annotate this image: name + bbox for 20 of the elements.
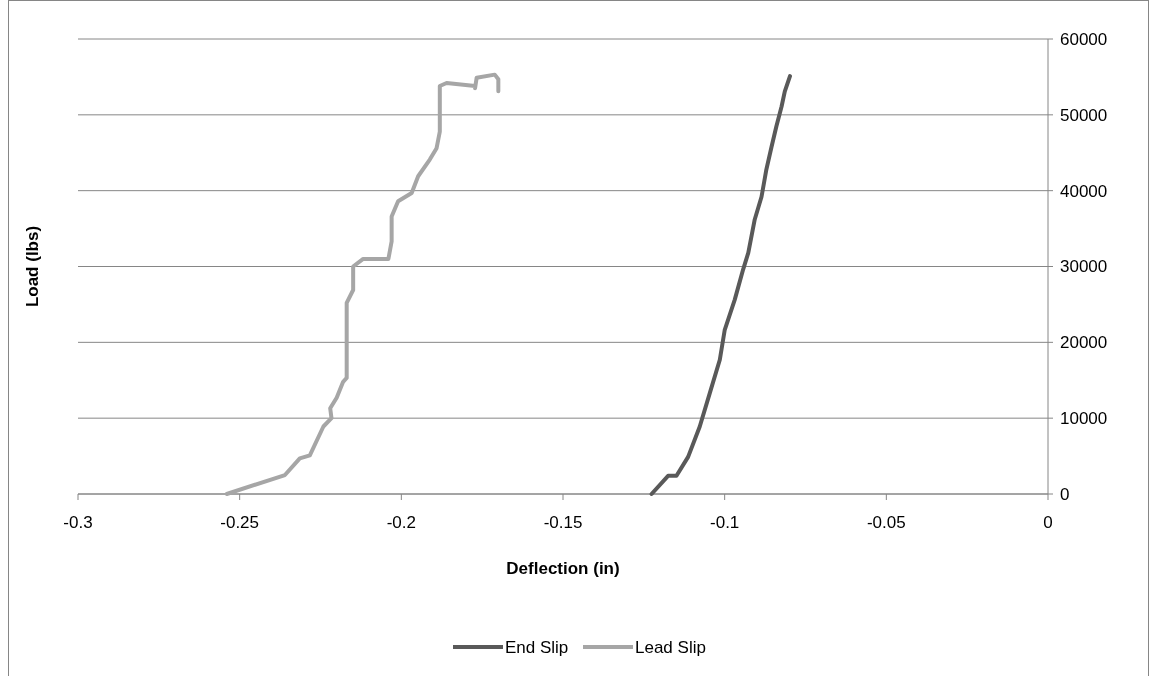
y-axis-title: Load (lbs) xyxy=(23,225,42,308)
legend-label: End Slip xyxy=(505,637,569,657)
x-tick-label: -0.15 xyxy=(543,513,583,532)
x-tick-label: -0.2 xyxy=(386,513,416,532)
y-tick-label: 0 xyxy=(1060,484,1070,504)
y-tick-label: 20000 xyxy=(1060,333,1108,353)
legend-label: Lead Slip xyxy=(635,637,706,657)
line-series xyxy=(224,72,501,496)
y-tick-label: 30000 xyxy=(1060,257,1108,277)
x-axis-title: Deflection (in) xyxy=(506,559,620,578)
x-tick-label: -0.05 xyxy=(866,513,906,532)
y-tick-label: 40000 xyxy=(1060,181,1108,201)
y-tick-label: 50000 xyxy=(1060,105,1108,125)
x-tick-label: -0.1 xyxy=(710,513,740,532)
y-tick-label: 10000 xyxy=(1060,409,1108,429)
y-tick-label: 60000 xyxy=(1060,29,1108,49)
line-series xyxy=(649,74,792,496)
x-tick-label: -0.3 xyxy=(63,513,93,532)
x-tick-label: -0.25 xyxy=(220,513,260,532)
x-tick-label: 0 xyxy=(1043,513,1053,532)
